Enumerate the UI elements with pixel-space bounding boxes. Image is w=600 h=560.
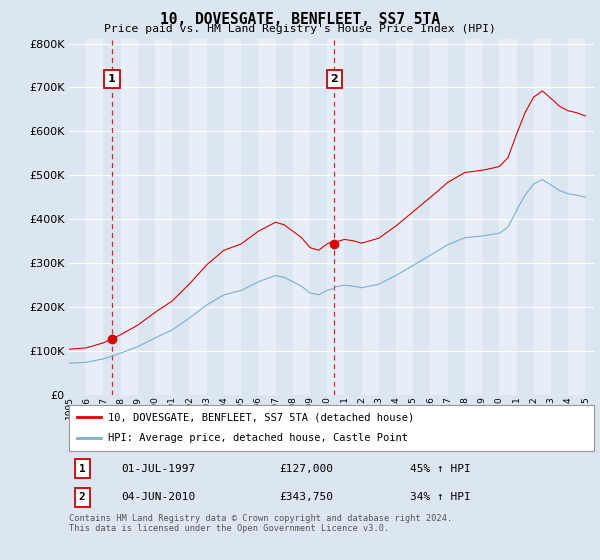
Text: 1: 1 [79, 464, 86, 474]
Bar [293, 39, 310, 395]
Text: HPI: Average price, detached house, Castle Point: HPI: Average price, detached house, Cast… [109, 433, 409, 444]
Bar [190, 39, 207, 395]
Text: 2: 2 [331, 74, 338, 83]
Text: 45% ↑ HPI: 45% ↑ HPI [410, 464, 471, 474]
Bar [430, 39, 448, 395]
Bar [241, 39, 259, 395]
Bar [534, 39, 551, 395]
Bar [207, 39, 224, 395]
Bar [517, 39, 534, 395]
Bar [568, 39, 586, 395]
Text: £127,000: £127,000 [279, 464, 333, 474]
Text: 10, DOVESGATE, BENFLEET, SS7 5TA: 10, DOVESGATE, BENFLEET, SS7 5TA [160, 12, 440, 27]
Bar [259, 39, 275, 395]
Bar [362, 39, 379, 395]
Text: 1: 1 [108, 74, 116, 83]
Bar [551, 39, 568, 395]
Text: 04-JUN-2010: 04-JUN-2010 [121, 492, 196, 502]
Text: Contains HM Land Registry data © Crown copyright and database right 2024.
This d: Contains HM Land Registry data © Crown c… [69, 514, 452, 534]
Bar [586, 39, 600, 395]
Bar [86, 39, 103, 395]
Bar [275, 39, 293, 395]
Bar [327, 39, 344, 395]
Bar [172, 39, 190, 395]
Bar [103, 39, 121, 395]
Bar [344, 39, 362, 395]
Bar [310, 39, 327, 395]
Bar [482, 39, 499, 395]
Text: 2: 2 [79, 492, 86, 502]
Bar [499, 39, 517, 395]
Bar [448, 39, 465, 395]
Bar [465, 39, 482, 395]
Bar [224, 39, 241, 395]
Text: 10, DOVESGATE, BENFLEET, SS7 5TA (detached house): 10, DOVESGATE, BENFLEET, SS7 5TA (detach… [109, 412, 415, 422]
Text: 01-JUL-1997: 01-JUL-1997 [121, 464, 196, 474]
Text: Price paid vs. HM Land Registry's House Price Index (HPI): Price paid vs. HM Land Registry's House … [104, 24, 496, 34]
Text: 34% ↑ HPI: 34% ↑ HPI [410, 492, 471, 502]
Bar [121, 39, 138, 395]
Text: £343,750: £343,750 [279, 492, 333, 502]
Bar [138, 39, 155, 395]
Bar [69, 39, 86, 395]
Bar [379, 39, 396, 395]
Bar [396, 39, 413, 395]
Bar [155, 39, 172, 395]
Bar [413, 39, 430, 395]
